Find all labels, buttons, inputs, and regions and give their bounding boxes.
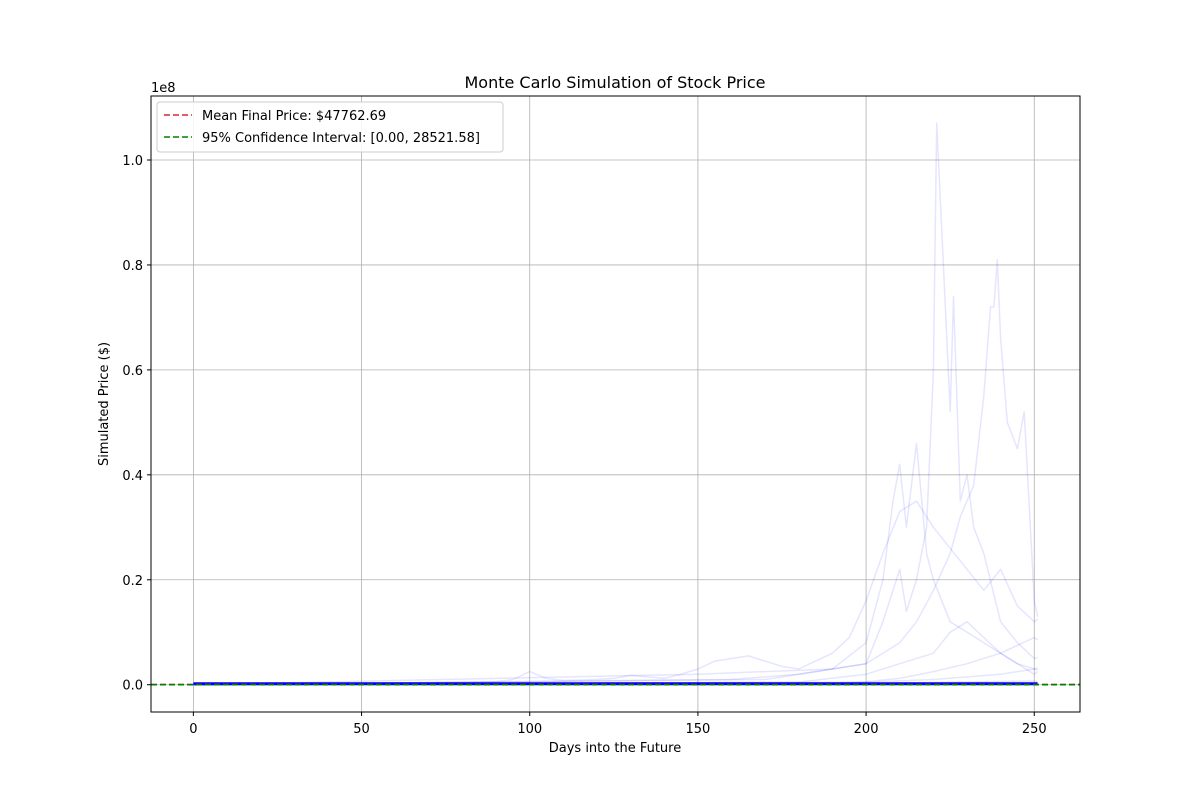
x-tick-label: 150 — [685, 722, 710, 737]
x-tick-label: 100 — [517, 722, 542, 737]
x-axis-ticks: 0 50 100 150 200 250 — [189, 712, 1047, 737]
x-axis-label: Days into the Future — [549, 741, 681, 756]
y-axis-ticks: 0.0 0.2 0.4 0.6 0.8 1.0 — [122, 154, 151, 694]
axes-frame — [150, 95, 1081, 713]
chart-title: Monte Carlo Simulation of Stock Price — [464, 73, 765, 92]
legend: Mean Final Price: $47762.69 95% Confidenc… — [156, 101, 504, 153]
x-tick-label: 0 — [189, 722, 197, 737]
legend-frame — [156, 101, 504, 153]
simulation-path-line — [193, 500, 1039, 686]
y-axis-label: Simulated Price ($) — [97, 342, 112, 466]
y-tick-label: 0.4 — [122, 469, 143, 484]
y-tick-label: 0.8 — [122, 259, 143, 274]
simulation-path-line — [193, 442, 1039, 686]
simulation-path-line — [193, 258, 1039, 686]
x-tick-label: 50 — [353, 722, 370, 737]
y-tick-label: 0.0 — [122, 679, 143, 694]
legend-entry-label: 95% Confidence Interval: [0.00, 28521.58… — [202, 131, 480, 146]
grid — [151, 96, 1080, 712]
series-lines — [193, 122, 1039, 686]
y-tick-label: 0.2 — [122, 574, 143, 589]
simulation-path-line — [193, 621, 1038, 686]
y-axis-scale-label: 1e8 — [151, 81, 176, 96]
simulation-path-line — [193, 122, 1038, 686]
y-tick-label: 1.0 — [122, 154, 143, 169]
x-tick-label: 250 — [1022, 722, 1047, 737]
y-tick-label: 0.6 — [122, 364, 143, 379]
x-tick-label: 200 — [854, 722, 879, 737]
legend-entry-label: Mean Final Price: $47762.69 — [202, 109, 386, 124]
